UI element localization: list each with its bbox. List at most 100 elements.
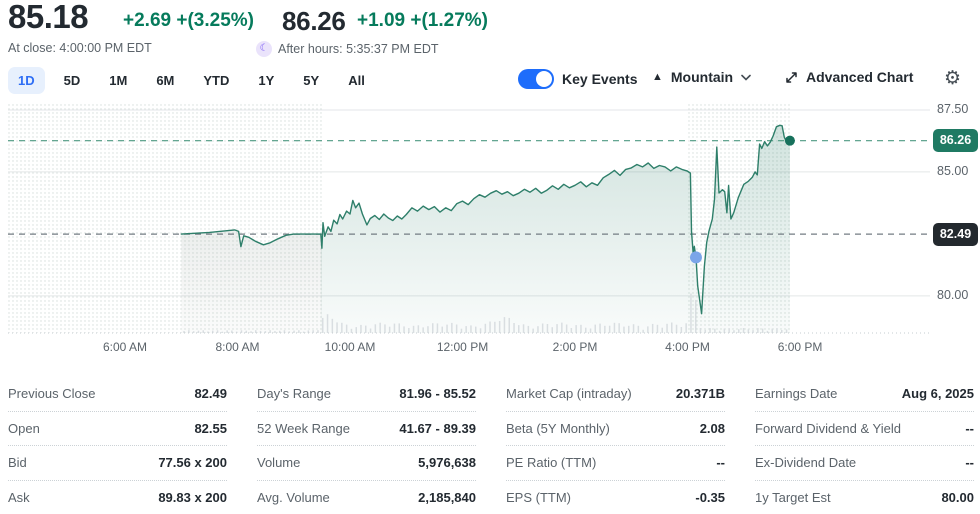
chart-type-selector[interactable]: ▲ Mountain bbox=[652, 69, 751, 85]
quote-row: Earnings Date Aug 6, 2025 bbox=[755, 377, 974, 412]
x-axis-tick: 6:00 PM bbox=[764, 340, 836, 354]
quote-row: EPS (TTM) -0.35 bbox=[506, 481, 725, 514]
range-tab-5y[interactable]: 5Y bbox=[293, 67, 329, 94]
moon-icon: ☾ bbox=[256, 41, 272, 57]
x-axis-tick: 12:00 PM bbox=[427, 340, 499, 354]
after-hours-timestamp: ☾ After hours: 5:35:37 PM EDT bbox=[256, 41, 439, 57]
prev-close-badge: 82.49 bbox=[933, 223, 978, 246]
quote-column: Earnings Date Aug 6, 2025 Forward Dividend… bbox=[755, 377, 974, 514]
key-events-label: Key Events bbox=[562, 71, 637, 87]
regular-market-price: 85.18 bbox=[8, 0, 88, 36]
chart-type-label: Mountain bbox=[671, 69, 733, 85]
quote-column: Previous Close 82.49 Open 82.55 Bid 77.56 x 2… bbox=[8, 377, 227, 514]
stat-value: 20.371B bbox=[676, 386, 725, 401]
expand-diagonal-icon bbox=[785, 71, 798, 84]
price-chart: 87.50 85.00 80.00 86.26 82.49 6:00 AM 8:00 … bbox=[0, 100, 980, 358]
stat-label: 52 Week Range bbox=[257, 421, 350, 436]
quote-row: Previous Close 82.49 bbox=[8, 377, 227, 412]
stat-value: -- bbox=[965, 421, 974, 436]
quote-summary-table: Previous Close 82.49 Open 82.55 Bid 77.56 x 2… bbox=[8, 377, 974, 514]
advanced-chart-label: Advanced Chart bbox=[806, 69, 913, 85]
stat-label: Forward Dividend & Yield bbox=[755, 421, 901, 436]
premarket-area-fill bbox=[181, 230, 322, 333]
stat-value: 77.56 x 200 bbox=[158, 455, 227, 470]
stat-label: 1y Target Est bbox=[755, 490, 831, 505]
key-events-control: Key Events bbox=[518, 69, 637, 89]
stat-value: 2.08 bbox=[700, 421, 725, 436]
x-axis-tick: 2:00 PM bbox=[539, 340, 611, 354]
advanced-chart-button[interactable]: Advanced Chart bbox=[785, 69, 913, 85]
stat-label: Previous Close bbox=[8, 386, 95, 401]
range-tab-all[interactable]: All bbox=[338, 67, 375, 94]
stat-value: 41.67 - 89.39 bbox=[399, 421, 476, 436]
key-events-toggle[interactable] bbox=[518, 69, 554, 89]
range-tab-1y[interactable]: 1Y bbox=[248, 67, 284, 94]
quote-row: Avg. Volume 2,185,840 bbox=[257, 481, 476, 514]
range-tab-ytd[interactable]: YTD bbox=[193, 67, 239, 94]
toggle-knob bbox=[536, 71, 552, 87]
x-axis-tick: 10:00 AM bbox=[314, 340, 386, 354]
x-axis-tick: 6:00 AM bbox=[89, 340, 161, 354]
quote-row: 52 Week Range 41.67 - 89.39 bbox=[257, 412, 476, 447]
chart-canvas[interactable] bbox=[0, 100, 934, 356]
stat-label: Volume bbox=[257, 455, 300, 470]
quote-row: PE Ratio (TTM) -- bbox=[506, 446, 725, 481]
stat-label: Avg. Volume bbox=[257, 490, 330, 505]
stat-value: 5,976,638 bbox=[418, 455, 476, 470]
mountain-icon: ▲ bbox=[652, 72, 663, 83]
stat-value: -- bbox=[716, 455, 725, 470]
stat-label: Ask bbox=[8, 490, 30, 505]
quote-row: Open 82.55 bbox=[8, 412, 227, 447]
last-trade-dot bbox=[785, 136, 795, 146]
after-hours-change: +1.09 +(1.27%) bbox=[357, 10, 488, 32]
range-tab-6m[interactable]: 6M bbox=[146, 67, 184, 94]
quote-row: Forward Dividend & Yield -- bbox=[755, 412, 974, 447]
quote-row: Day's Range 81.96 - 85.52 bbox=[257, 377, 476, 412]
range-tab-1d[interactable]: 1D bbox=[8, 67, 45, 94]
stat-value: 82.49 bbox=[194, 386, 227, 401]
stat-value: 2,185,840 bbox=[418, 490, 476, 505]
y-axis-tick: 85.00 bbox=[937, 164, 979, 178]
current-price-badge: 86.26 bbox=[933, 129, 978, 152]
quote-row: 1y Target Est 80.00 bbox=[755, 481, 974, 514]
stat-label: Day's Range bbox=[257, 386, 331, 401]
quote-row: Beta (5Y Monthly) 2.08 bbox=[506, 412, 725, 447]
quote-column: Day's Range 81.96 - 85.52 52 Week Range 41.… bbox=[257, 377, 476, 514]
quote-row: Volume 5,976,638 bbox=[257, 446, 476, 481]
stat-label: Bid bbox=[8, 455, 27, 470]
stat-label: Market Cap (intraday) bbox=[506, 386, 632, 401]
x-axis-tick: 4:00 PM bbox=[652, 340, 724, 354]
chart-toolbar: 1D 5D 1M 6M YTD 1Y 5Y All Key Events ▲ Mountain… bbox=[0, 64, 980, 100]
y-axis-tick: 87.50 bbox=[937, 102, 979, 116]
stat-value: 82.55 bbox=[194, 421, 227, 436]
after-hours-price: 86.26 bbox=[282, 6, 346, 37]
range-tab-5d[interactable]: 5D bbox=[54, 67, 91, 94]
stat-label: PE Ratio (TTM) bbox=[506, 455, 596, 470]
stat-value: -- bbox=[965, 455, 974, 470]
x-axis-tick: 8:00 AM bbox=[202, 340, 274, 354]
stat-label: Ex-Dividend Date bbox=[755, 455, 856, 470]
stat-label: Beta (5Y Monthly) bbox=[506, 421, 610, 436]
range-tab-1m[interactable]: 1M bbox=[99, 67, 137, 94]
stat-label: Earnings Date bbox=[755, 386, 837, 401]
stat-value: 80.00 bbox=[941, 490, 974, 505]
quote-column: Market Cap (intraday) 20.371B Beta (5Y Mon… bbox=[506, 377, 725, 514]
range-tabs: 1D 5D 1M 6M YTD 1Y 5Y All bbox=[8, 67, 375, 94]
price-header: 85.18 +2.69 +(3.25%) 86.26 +1.09 +(1.27%… bbox=[0, 0, 980, 64]
stat-value: 81.96 - 85.52 bbox=[399, 386, 476, 401]
quote-row: Market Cap (intraday) 20.371B bbox=[506, 377, 725, 412]
stat-value: Aug 6, 2025 bbox=[902, 386, 974, 401]
stat-label: Open bbox=[8, 421, 40, 436]
chevron-down-icon bbox=[741, 74, 751, 81]
at-close-timestamp: At close: 4:00:00 PM EDT bbox=[8, 41, 152, 55]
stat-value: -0.35 bbox=[695, 490, 725, 505]
regular-market-change: +2.69 +(3.25%) bbox=[123, 10, 254, 32]
quote-row: Bid 77.56 x 200 bbox=[8, 446, 227, 481]
settings-gear-icon[interactable]: ⚙ bbox=[944, 67, 961, 90]
stat-label: EPS (TTM) bbox=[506, 490, 571, 505]
y-axis-tick: 80.00 bbox=[937, 288, 979, 302]
after-hours-timestamp-label: After hours: 5:35:37 PM EDT bbox=[278, 42, 439, 56]
quote-row: Ex-Dividend Date -- bbox=[755, 446, 974, 481]
